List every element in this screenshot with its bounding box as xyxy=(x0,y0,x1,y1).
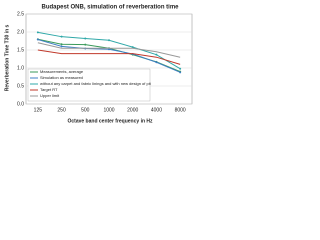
point xyxy=(60,35,63,38)
point xyxy=(179,71,182,74)
legend-box xyxy=(27,68,151,102)
point xyxy=(108,48,110,51)
x-tick-label: 250 xyxy=(57,107,66,113)
point xyxy=(155,53,158,56)
point xyxy=(84,43,87,46)
legend-label: Simulation as measured xyxy=(40,75,83,80)
point xyxy=(108,39,110,42)
x-tick-label: 1000 xyxy=(103,107,114,113)
chart: Budapest ONB, simulation of reverberatio… xyxy=(0,0,196,128)
point xyxy=(36,38,39,41)
legend-label: without any carpet and fabric linings an… xyxy=(40,81,152,86)
y-axis-title: Reverberation Time T30 in s xyxy=(4,24,10,91)
y-tick-label: 2.5 xyxy=(17,11,24,17)
chart-title: Budapest ONB, simulation of reverberatio… xyxy=(41,5,179,11)
point xyxy=(131,46,134,49)
series-line xyxy=(37,49,181,65)
y-tick-label: 0.0 xyxy=(17,101,24,107)
legend-label: Upper limit xyxy=(40,93,60,98)
y-tick-label: 1.0 xyxy=(17,65,24,71)
y-tick-label: 1.5 xyxy=(17,47,24,53)
point xyxy=(60,45,63,48)
x-tick-label: 2000 xyxy=(127,107,138,113)
x-axis-title: Octave band center frequency in Hz xyxy=(67,118,153,124)
x-tick-label: 125 xyxy=(34,107,43,113)
point xyxy=(60,43,63,46)
x-tick-label: 500 xyxy=(81,107,90,113)
x-tick-label: 4000 xyxy=(151,107,162,113)
y-tick-label: 0.5 xyxy=(17,83,24,89)
series-line xyxy=(37,42,181,58)
legend-label: Measurements, average xyxy=(40,69,84,74)
point xyxy=(84,37,87,40)
x-tick-label: 8000 xyxy=(175,107,186,113)
legend-label: Target RT xyxy=(40,87,58,92)
point xyxy=(179,67,182,70)
point xyxy=(155,61,158,64)
y-tick-label: 2.0 xyxy=(17,29,24,35)
point xyxy=(36,31,39,34)
